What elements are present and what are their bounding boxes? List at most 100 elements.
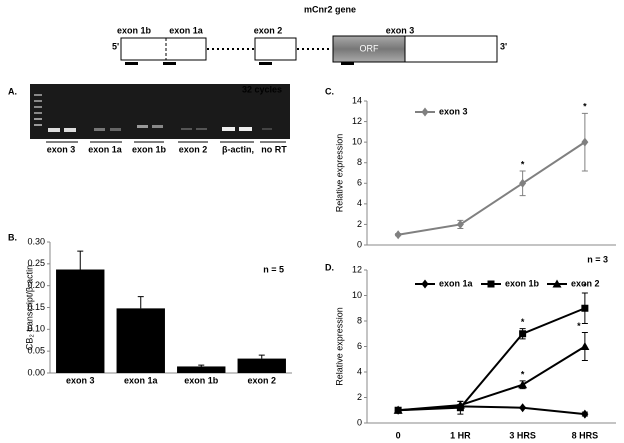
exon-label: exon 2	[254, 25, 283, 35]
x-tick-label: exon 3	[66, 375, 95, 385]
y-axis-label: Relative expression	[334, 307, 344, 386]
y-tick-label: 10	[352, 137, 362, 147]
lane-label: no RT	[261, 144, 287, 154]
marker	[394, 230, 402, 240]
lane-label: β-actin,	[222, 144, 254, 154]
primer	[341, 62, 354, 65]
y-axis-label: CB₂ transcript/β-actin	[24, 265, 34, 350]
exon-label: exon 1a	[169, 25, 204, 35]
x-tick-label: 1 HR	[450, 430, 471, 440]
y-tick-label: 2	[357, 392, 362, 402]
error-bar	[137, 296, 144, 309]
marker	[580, 342, 590, 350]
y-tick-label: 14	[352, 95, 362, 105]
legend-label: exon 1a	[439, 278, 474, 288]
error-bar	[77, 250, 84, 270]
annotation: n = 5	[263, 264, 284, 274]
three-prime: 3'	[500, 41, 507, 51]
y-tick-label: 6	[357, 341, 362, 351]
exon-label: exon 3	[386, 25, 415, 35]
y-tick-label: 8	[357, 157, 362, 167]
marker	[456, 219, 464, 229]
y-tick-label: 0.25	[27, 258, 45, 268]
significance-star: *	[583, 281, 587, 291]
lane-label: exon 1a	[88, 144, 123, 154]
panel-label: A.	[8, 86, 17, 96]
marker	[455, 400, 465, 409]
y-tick-label: 0.15	[27, 302, 45, 312]
y-tick-label: 2	[357, 219, 362, 229]
panel-label: D.	[325, 262, 334, 272]
annotation: n = 3	[587, 254, 608, 264]
marker	[581, 409, 589, 419]
error-bar	[258, 354, 265, 359]
y-tick-label: 4	[357, 366, 362, 376]
x-tick-label: exon 1b	[184, 375, 219, 385]
bar	[177, 366, 226, 373]
marker	[421, 107, 429, 117]
primer	[125, 62, 138, 65]
lane-label: exon 3	[47, 144, 76, 154]
gel-image	[30, 84, 290, 139]
y-tick-label: 6	[357, 178, 362, 188]
error-bar	[198, 364, 205, 367]
x-tick-label: 3 HRS	[509, 430, 536, 440]
exon-label: exon 1b	[117, 25, 152, 35]
legend-label: exon 1b	[505, 278, 540, 288]
exon2-box	[254, 37, 297, 61]
y-tick-label: 0	[357, 417, 362, 427]
y-tick-label: 0.20	[27, 280, 45, 290]
significance-star: *	[577, 321, 581, 331]
cycles-label: 32 cycles	[242, 84, 282, 94]
marker	[421, 279, 429, 289]
y-tick-label: 0	[357, 239, 362, 249]
marker	[519, 330, 527, 338]
gene-title: mCnr2 gene	[304, 4, 356, 14]
bar	[56, 269, 105, 373]
legend-label: exon 3	[439, 106, 468, 116]
marker	[581, 137, 589, 147]
significance-star: *	[583, 102, 587, 112]
marker	[581, 304, 589, 312]
orf-label: ORF	[360, 43, 380, 53]
five-prime: 5'	[112, 41, 119, 51]
y-tick-label: 0.30	[27, 236, 45, 246]
line	[398, 307, 586, 412]
marker	[552, 279, 562, 288]
marker	[393, 405, 403, 414]
marker	[487, 280, 495, 288]
y-tick-label: 0.05	[27, 346, 45, 356]
lane-label: exon 2	[179, 144, 208, 154]
y-axis-label: Relative expression	[334, 134, 344, 213]
lane-label: exon 1b	[132, 144, 167, 154]
x-tick-label: 8 HRS	[572, 430, 599, 440]
panel-label: B.	[8, 232, 17, 242]
primer	[259, 62, 272, 65]
marker	[519, 178, 527, 188]
significance-star: *	[521, 369, 525, 379]
legend-label: exon 2	[571, 278, 600, 288]
x-tick-label: 0	[396, 430, 401, 440]
x-tick-label: exon 1a	[124, 375, 159, 385]
line	[397, 141, 586, 236]
y-tick-label: 8	[357, 315, 362, 325]
significance-star: *	[521, 159, 525, 169]
y-tick-label: 0.10	[27, 324, 45, 334]
exon1-box	[120, 37, 207, 61]
x-tick-label: exon 2	[247, 375, 276, 385]
y-tick-label: 0.00	[27, 367, 45, 377]
line	[398, 345, 586, 412]
y-tick-label: 12	[352, 116, 362, 126]
bar	[237, 358, 286, 373]
y-tick-label: 10	[352, 290, 362, 300]
significance-star: *	[521, 317, 525, 327]
y-tick-label: 12	[352, 264, 362, 274]
marker	[518, 380, 528, 389]
bar	[116, 308, 165, 373]
y-tick-label: 4	[357, 198, 362, 208]
orf-box	[332, 35, 406, 63]
marker	[519, 403, 527, 413]
primer	[163, 62, 176, 65]
